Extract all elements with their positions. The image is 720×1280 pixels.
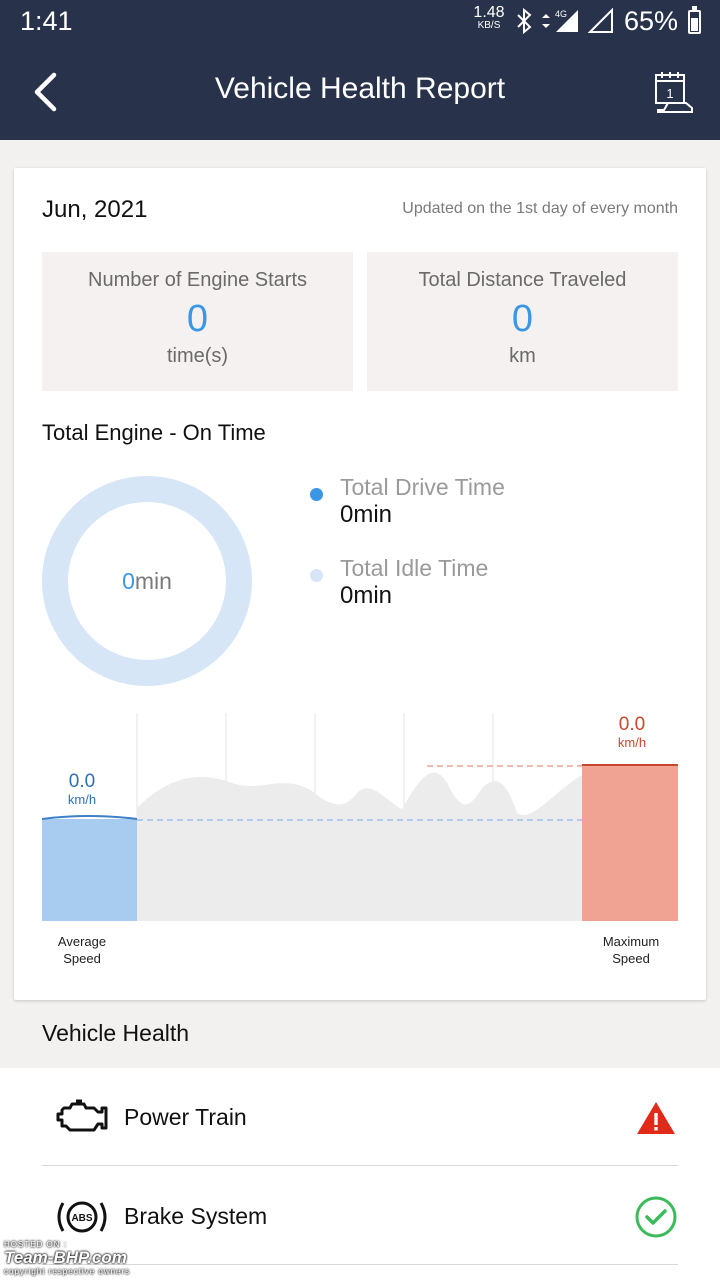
average-speed-unit: km/h — [68, 792, 96, 807]
check-circle-icon — [635, 1196, 677, 1238]
vehicle-health-list: Power Train ABS Brake System — [0, 1068, 720, 1280]
calendar-button[interactable]: 1 — [650, 70, 696, 114]
status-icons: 4G — [517, 8, 613, 34]
watermark-top: HOSTED ON : — [4, 1240, 68, 1249]
watermark: HOSTED ON : Team-BHP.com copyright respe… — [4, 1240, 194, 1278]
back-button[interactable] — [28, 70, 68, 114]
engine-icon — [56, 1099, 108, 1132]
network-speed: 1.48 KB/S — [470, 4, 508, 32]
svg-text:ABS: ABS — [71, 1213, 92, 1224]
svg-text:1: 1 — [666, 86, 673, 101]
average-caption-line2: Speed — [63, 951, 101, 966]
watermark-main: Team-BHP.com — [4, 1248, 127, 1267]
network-rate-unit: KB/S — [477, 20, 501, 31]
status-time: 1:41 — [20, 6, 73, 36]
donut-unit: min — [134, 568, 172, 594]
donut-ring — [42, 476, 252, 686]
page-title: Vehicle Health Report — [214, 72, 506, 105]
speed-chart: 0.0 km/h 0.0 km/h — [42, 713, 678, 921]
update-note: Updated on the 1st day of every month — [402, 200, 678, 217]
engine-starts-unit: time(s) — [166, 345, 229, 367]
engine-starts-box: Number of Engine Starts 0 time(s) — [42, 252, 353, 391]
maximum-caption-line1: Maximum — [602, 934, 660, 949]
engine-on-title: Total Engine - On Time — [42, 420, 266, 445]
abs-icon: ABS — [57, 1201, 107, 1233]
average-speed-cap — [42, 815, 138, 820]
report-card: Jun, 2021 Updated on the 1st day of ever… — [14, 168, 706, 1000]
signal-4g-icon: 4G — [555, 9, 578, 32]
maximum-speed-unit: km/h — [618, 735, 646, 750]
maximum-caption-line2: Speed — [612, 951, 650, 966]
maximum-speed-caption: Maximum Speed — [586, 933, 676, 967]
maximum-speed-bar — [582, 765, 678, 921]
health-label-power-train: Power Train — [124, 1104, 247, 1130]
battery-icon — [688, 6, 701, 34]
speed-background-wave — [137, 771, 678, 921]
report-month: Jun, 2021 — [42, 196, 148, 223]
warning-triangle-icon — [637, 1102, 675, 1134]
distance-box: Total Distance Traveled 0 km — [367, 252, 678, 391]
signal-empty-icon — [587, 8, 613, 33]
average-speed-bar — [42, 819, 137, 921]
distance-label: Total Distance Traveled — [418, 269, 627, 291]
health-item-power-train[interactable]: Power Train — [42, 1068, 678, 1166]
svg-text:4G: 4G — [555, 9, 567, 19]
bluetooth-icon — [517, 8, 532, 34]
legend-dot-drive — [310, 488, 323, 501]
legend-value-drive: 0min — [340, 501, 393, 528]
engine-starts-value: 0 — [186, 298, 209, 340]
data-arrows-icon — [542, 14, 550, 28]
maximum-speed-value: 0.0 — [619, 714, 645, 735]
battery-percent: 65% — [624, 6, 679, 36]
average-caption-line1: Average — [57, 934, 107, 949]
legend-label-idle: Total Idle Time — [340, 555, 489, 581]
health-item-brake-system[interactable]: ABS Brake System — [42, 1167, 678, 1265]
vehicle-health-title: Vehicle Health — [42, 1020, 190, 1046]
engine-time-donut — [42, 476, 252, 686]
network-rate: 1.48 — [473, 4, 505, 21]
watermark-bottom: copyright respective owners — [4, 1267, 131, 1276]
health-label-brake-system: Brake System — [124, 1203, 268, 1229]
donut-center-value: 0min — [42, 568, 252, 595]
legend-dot-idle — [310, 569, 323, 582]
calendar-car-icon: 1 — [655, 72, 693, 113]
engine-starts-label: Number of Engine Starts — [88, 269, 307, 291]
distance-unit: km — [509, 345, 536, 367]
average-speed-caption: Average Speed — [37, 933, 127, 967]
legend-value-idle: 0min — [340, 582, 393, 609]
battery-fill — [691, 18, 698, 31]
status-bar: 1:41 1.48 KB/S 4G 65% — [0, 0, 720, 42]
app-bar: Vehicle Health Report 1 — [0, 42, 720, 140]
distance-value: 0 — [511, 298, 534, 340]
average-speed-value: 0.0 — [69, 771, 95, 792]
donut-value: 0 — [122, 568, 135, 594]
chevron-left-icon — [34, 72, 57, 112]
legend-label-drive: Total Drive Time — [340, 474, 505, 500]
